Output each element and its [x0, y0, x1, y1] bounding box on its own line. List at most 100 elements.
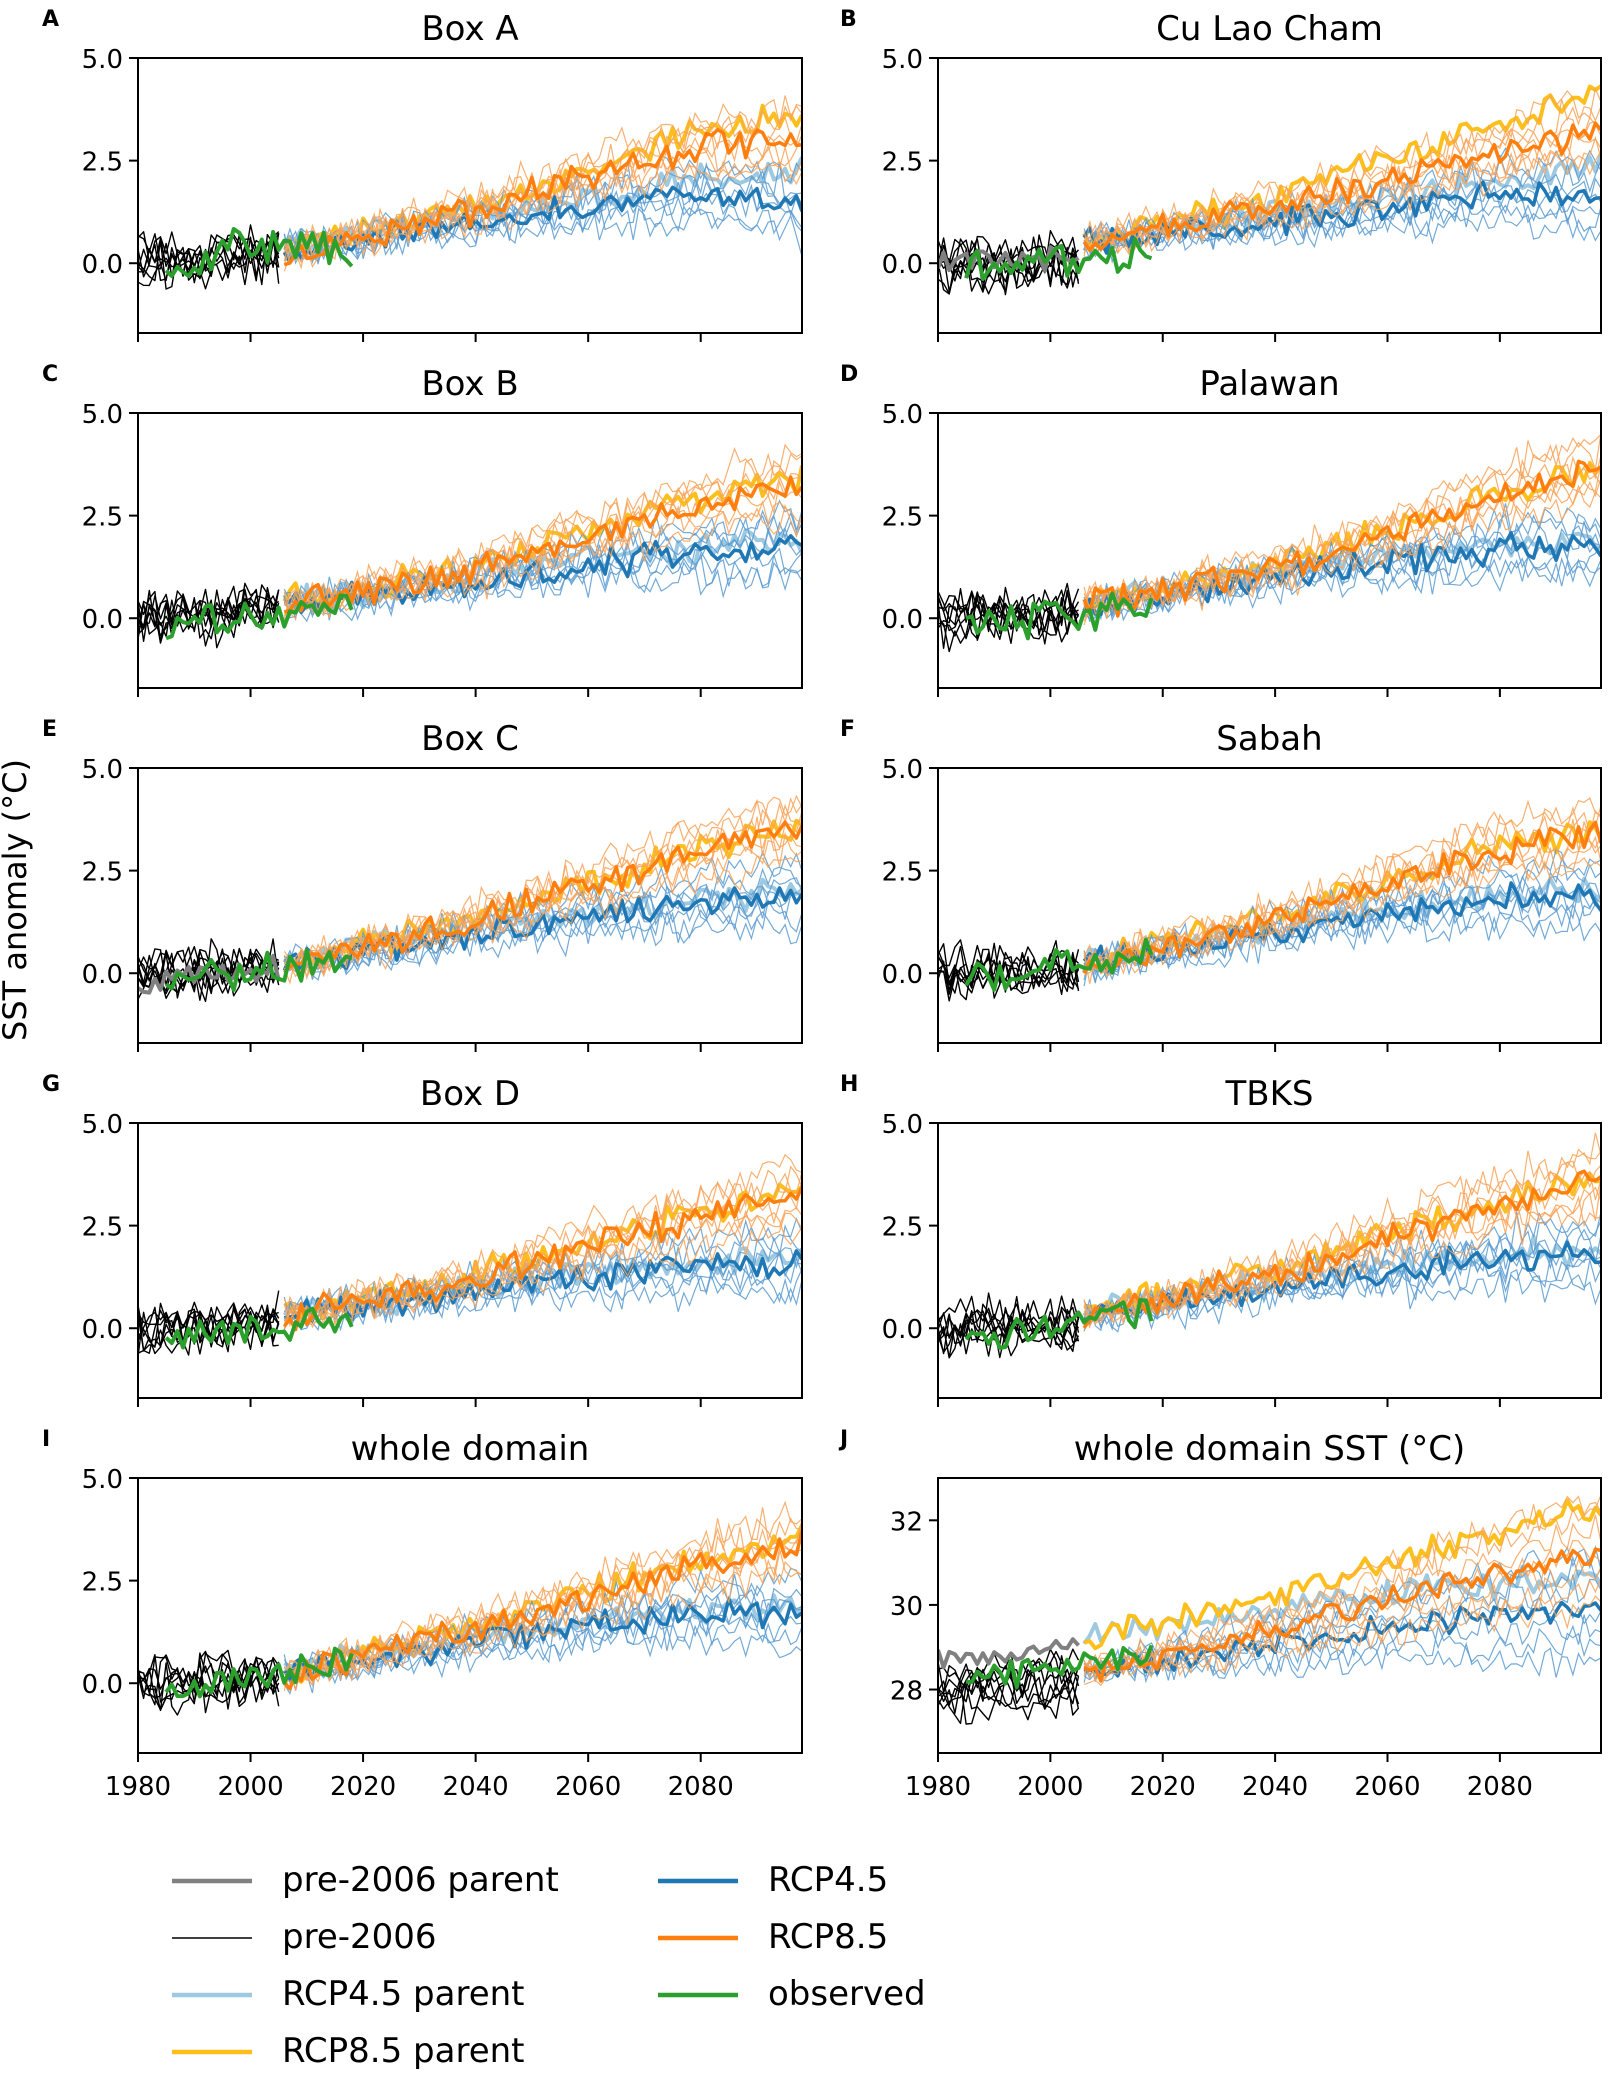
- x-tick-label: 2020: [1130, 1772, 1196, 1802]
- rcp85-member-line: [1083, 455, 1601, 619]
- rcp45-line: [283, 1249, 802, 1323]
- rcp85-line: [283, 1530, 802, 1691]
- rcp85-member-line: [284, 1165, 802, 1325]
- axes-frame: [137, 1122, 803, 1399]
- observed-line: [165, 593, 354, 641]
- legend-label-rcp85_parent: RCP8.5 parent: [282, 2031, 525, 2071]
- y-tick-label: 0.0: [882, 960, 923, 990]
- rcp45-member-line: [1083, 1248, 1601, 1331]
- panel-letter: D: [840, 362, 858, 387]
- legend-label-rcp85: RCP8.5: [768, 1917, 888, 1957]
- y-tick-label: 5.0: [82, 1465, 123, 1495]
- rcp85-member-line: [1083, 1494, 1601, 1687]
- pre2006-line: [938, 582, 1080, 629]
- panel-G: G Box D 0.0 2.5 5.0: [42, 1072, 803, 1407]
- x-tick-label: 1980: [905, 1772, 971, 1802]
- rcp85-line: [283, 475, 802, 614]
- pre2006-line: [138, 589, 280, 640]
- panel-B: B Cu Lao Cham 0.0 2.5 5.0: [840, 7, 1602, 342]
- pre2006-line: [938, 230, 1080, 272]
- rcp45-member-line: [283, 520, 802, 619]
- x-tick-label: 2060: [1354, 1772, 1420, 1802]
- rcp45-member-line: [1083, 1639, 1601, 1682]
- pre2006-line: [938, 591, 1080, 644]
- y-tick-label: 5.0: [82, 400, 123, 430]
- pre2006-line: [938, 586, 1079, 640]
- rcp85-member-line: [283, 1211, 802, 1329]
- rcp85-member-line: [283, 1500, 802, 1686]
- rcp85-member-line: [1083, 838, 1601, 975]
- axes-frame: [937, 57, 1602, 334]
- rcp45-member-line: [283, 1567, 802, 1685]
- rcp85-member-line: [1083, 99, 1601, 250]
- panel-letter: E: [42, 717, 57, 742]
- axes-frame: [937, 1477, 1602, 1754]
- rcp45-member-line: [283, 527, 802, 623]
- pre2006-line: [138, 232, 280, 282]
- panel-title: Box C: [421, 719, 519, 759]
- rcp85_parent-line: [283, 1182, 802, 1320]
- legend-label-pre2006: pre-2006: [282, 1917, 437, 1957]
- observed-line: [164, 1306, 354, 1350]
- series-group: [938, 1132, 1601, 1359]
- observed-line: [965, 1644, 1154, 1690]
- rcp85-member-line: [1083, 797, 1601, 970]
- rcp85-member-line: [283, 1171, 802, 1327]
- panel-title: Box A: [421, 9, 518, 49]
- rcp85-line: [283, 820, 802, 974]
- observed-line: [164, 227, 354, 278]
- panel-letter: J: [838, 1427, 848, 1452]
- panels: A Box A 0.0 2.5 5.0 B Cu Lao Cham 0.0 2.5 5.0 C Box…: [42, 7, 1602, 1802]
- pre2006-line: [938, 1295, 1079, 1346]
- y-tick-label: 5.0: [882, 1110, 923, 1140]
- panel-title: Sabah: [1216, 719, 1322, 759]
- y-tick-label: 0.0: [82, 960, 123, 990]
- y-tick-label: 2.5: [882, 858, 923, 888]
- y-tick-label: 5.0: [882, 45, 923, 75]
- rcp85-line: [1082, 121, 1601, 252]
- legend-label-rcp45: RCP4.5: [768, 1860, 888, 1900]
- panel-E: E Box C 0.0 2.5 5.0: [42, 717, 803, 1052]
- y-tick-label: 30: [890, 1592, 923, 1622]
- legend-label-rcp45_parent: RCP4.5 parent: [282, 1974, 525, 2014]
- y-axis-label: SST anomaly (°C): [0, 759, 34, 1041]
- panel-title: TBKS: [1225, 1074, 1314, 1114]
- panel-letter: C: [42, 362, 58, 387]
- panel-title: whole domain SST (°C): [1074, 1429, 1465, 1469]
- y-tick-label: 0.0: [82, 1315, 123, 1345]
- panel-letter: I: [42, 1427, 50, 1452]
- rcp85-member-line: [283, 1179, 802, 1328]
- panel-title: Cu Lao Cham: [1156, 9, 1383, 49]
- panel-letter: A: [42, 7, 59, 32]
- pre2006-line: [138, 1308, 279, 1356]
- x-tick-label: 2040: [443, 1772, 509, 1802]
- series-group: [138, 95, 802, 290]
- rcp85-member-line: [283, 95, 802, 266]
- pre2006-line: [138, 1649, 280, 1703]
- y-tick-label: 2.5: [882, 1213, 923, 1243]
- y-tick-label: 5.0: [82, 45, 123, 75]
- x-tick-label: 1980: [105, 1772, 171, 1802]
- observed-line: [164, 1646, 354, 1699]
- series-group: [938, 797, 1601, 1002]
- rcp85-member-line: [283, 133, 802, 264]
- panel-title: whole domain: [351, 1429, 590, 1469]
- rcp85-member-line: [1083, 1160, 1601, 1329]
- rcp85-line: [1083, 1547, 1601, 1683]
- panel-D: D Palawan 0.0 2.5 5.0: [840, 362, 1602, 697]
- pre2006-line: [938, 939, 1080, 990]
- panel-A: A Box A 0.0 2.5 5.0: [42, 7, 803, 342]
- rcp45-member-line: [1084, 541, 1601, 619]
- axes-frame: [137, 1477, 803, 1754]
- series-group: [938, 432, 1601, 653]
- axes-frame: [937, 412, 1602, 689]
- observed-line: [964, 236, 1153, 281]
- pre2006-line: [938, 1292, 1080, 1340]
- rcp45-member-line: [1083, 848, 1601, 970]
- observed-line: [965, 591, 1154, 641]
- panel-letter: B: [840, 7, 857, 32]
- pre2006_parent-line: [938, 1637, 1080, 1670]
- rcp85_parent-line: [1083, 1498, 1601, 1651]
- series-group: [138, 1153, 802, 1357]
